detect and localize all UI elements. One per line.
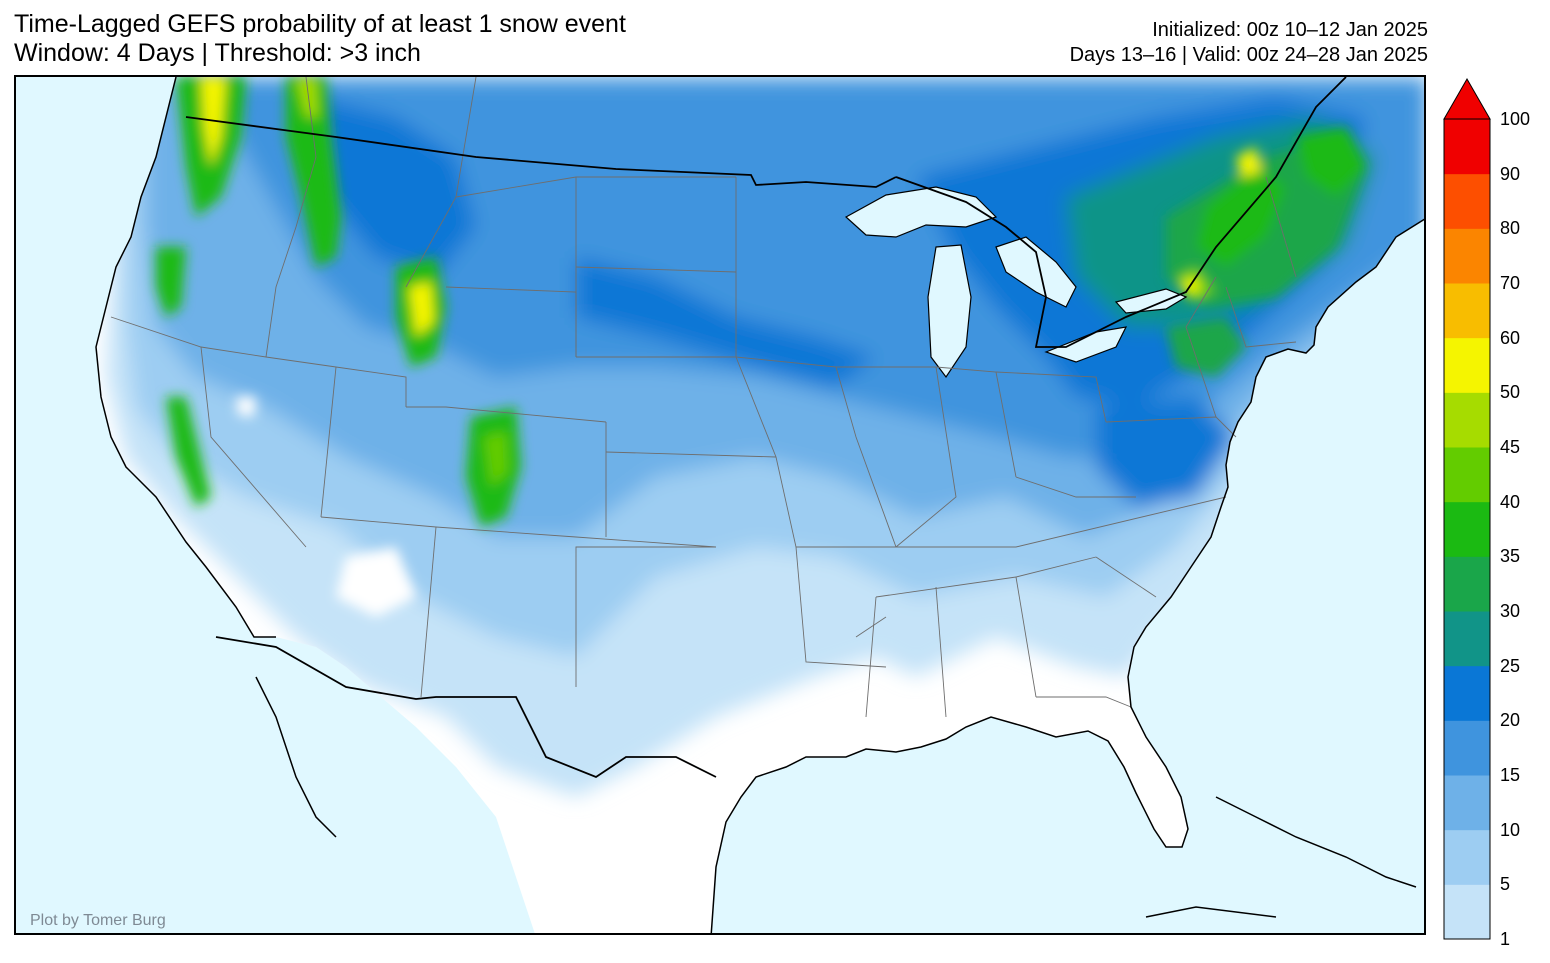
map-subtitle: Window: 4 Days | Threshold: >3 inch <box>14 39 421 67</box>
colorbar-tick-label: 5 <box>1500 874 1511 895</box>
colorbar-swatches <box>1444 119 1490 940</box>
colorbar-tick-label: 45 <box>1500 437 1521 457</box>
colorbar-swatch <box>1444 337 1490 393</box>
colorbar-tick-label: 30 <box>1500 601 1521 621</box>
colorbar-swatch <box>1444 665 1490 721</box>
colorbar-swatch <box>1444 501 1490 557</box>
valid-time: Days 13–16 | Valid: 00z 24–28 Jan 2025 <box>1069 44 1428 66</box>
colorbar-tick-label: 10 <box>1500 819 1521 840</box>
colorbar-tick-label: 15 <box>1500 765 1521 785</box>
colorbar-border <box>1443 118 1491 940</box>
colorbar-tick-label: 40 <box>1500 491 1521 512</box>
colorbar-swatch <box>1444 119 1490 175</box>
colorbar-swatch <box>1444 775 1490 831</box>
title-block: Time-Lagged GEFS probability of at least… <box>14 10 626 68</box>
colorbar-swatch <box>1444 720 1490 776</box>
colorbar-tick-label: 1 <box>1500 929 1511 949</box>
colorbar-tick-label: 50 <box>1500 382 1521 403</box>
colorbar-swatch <box>1444 173 1490 229</box>
colorbar-tick-label: 70 <box>1500 273 1521 293</box>
init-time: Initialized: 00z 10–12 Jan 2025 <box>1152 19 1428 41</box>
colorbar-swatch <box>1444 392 1490 448</box>
colorbar-extend-arrow <box>1443 77 1491 120</box>
colorbar-swatch <box>1444 611 1490 667</box>
colorbar-swatch <box>1444 447 1490 503</box>
colorbar-tick-label: 90 <box>1500 163 1521 184</box>
colorbar-tick-label: 80 <box>1500 218 1521 239</box>
map-title: Time-Lagged GEFS probability of at least… <box>14 10 626 38</box>
probability-field <box>106 77 1424 797</box>
coastline <box>95 77 1424 933</box>
colorbar-tick-label: 20 <box>1500 710 1521 731</box>
state-boundaries <box>110 77 1297 718</box>
colorbar-swatch <box>1444 228 1490 284</box>
colorbar-tick-label: 100 <box>1500 109 1531 129</box>
credit-text: Plot by Tomer Burg <box>30 912 166 929</box>
colorbar-swatch <box>1444 829 1490 885</box>
colorbar-swatch <box>1444 556 1490 612</box>
map-frame: Plot by Tomer Burg <box>14 75 1426 935</box>
country-borders <box>185 77 1347 779</box>
map-canvas: Plot by Tomer Burg <box>16 77 1424 933</box>
colorbar-swatch <box>1444 884 1490 940</box>
colorbar-tick-label: 60 <box>1500 327 1521 348</box>
meta-block: Initialized: 00z 10–12 Jan 2025 Days 13–… <box>1070 18 1428 68</box>
colorbar-tick-label: 25 <box>1500 655 1521 676</box>
colorbar <box>1443 77 1491 940</box>
colorbar-tick-label: 35 <box>1500 546 1521 567</box>
great-lakes <box>844 186 1188 379</box>
colorbar-swatch <box>1444 283 1490 339</box>
